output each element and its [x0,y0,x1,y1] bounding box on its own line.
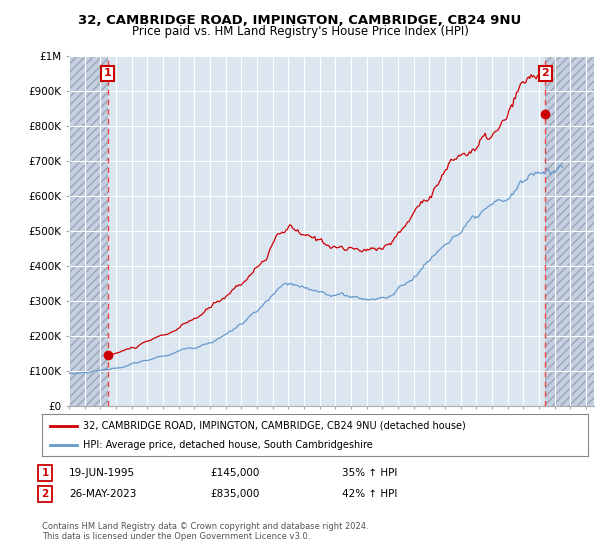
Text: 35% ↑ HPI: 35% ↑ HPI [342,468,397,478]
Text: 42% ↑ HPI: 42% ↑ HPI [342,489,397,499]
Text: 1: 1 [41,468,49,478]
Text: 1: 1 [104,68,112,78]
Text: Price paid vs. HM Land Registry's House Price Index (HPI): Price paid vs. HM Land Registry's House … [131,25,469,38]
Text: 32, CAMBRIDGE ROAD, IMPINGTON, CAMBRIDGE, CB24 9NU: 32, CAMBRIDGE ROAD, IMPINGTON, CAMBRIDGE… [79,14,521,27]
Text: 2: 2 [542,68,549,78]
Bar [69,56,108,406]
Text: £145,000: £145,000 [210,468,259,478]
Text: £835,000: £835,000 [210,489,259,499]
Text: 2: 2 [41,489,49,499]
Bar [545,56,594,406]
Text: 19-JUN-1995: 19-JUN-1995 [69,468,135,478]
Text: 32, CAMBRIDGE ROAD, IMPINGTON, CAMBRIDGE, CB24 9NU (detached house): 32, CAMBRIDGE ROAD, IMPINGTON, CAMBRIDGE… [83,421,466,431]
Text: HPI: Average price, detached house, South Cambridgeshire: HPI: Average price, detached house, Sout… [83,440,373,450]
Text: Contains HM Land Registry data © Crown copyright and database right 2024.
This d: Contains HM Land Registry data © Crown c… [42,522,368,542]
Text: 26-MAY-2023: 26-MAY-2023 [69,489,136,499]
